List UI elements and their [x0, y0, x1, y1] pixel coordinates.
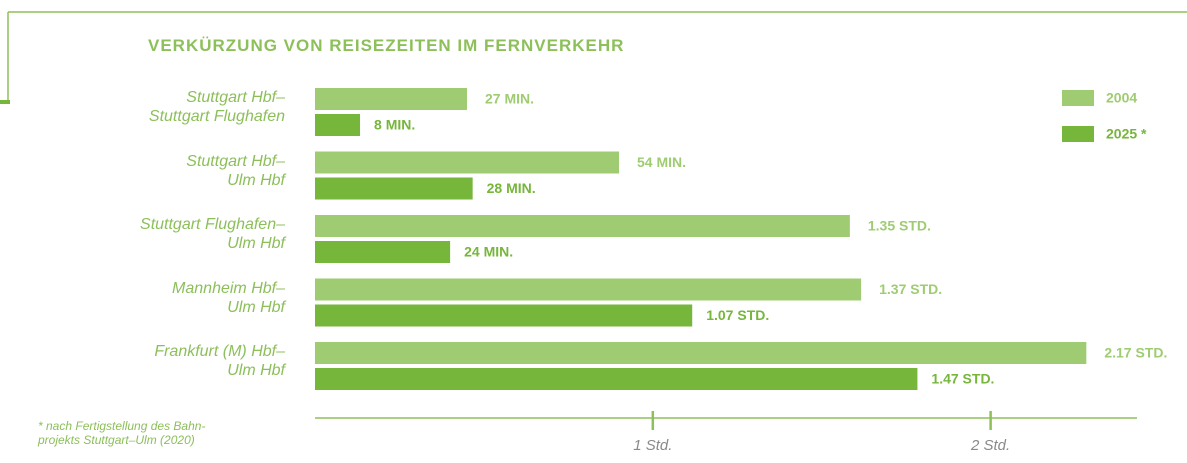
bar: [315, 241, 451, 263]
bar: [315, 114, 361, 136]
category-label: Frankfurt (M) Hbf– Ulm Hbf: [154, 343, 285, 379]
category-label: Stuttgart Flughafen– Ulm Hbf: [140, 216, 285, 252]
value-label: 24 MIN.: [464, 244, 513, 260]
value-label: 28 MIN.: [487, 180, 536, 196]
legend-swatch: [1062, 126, 1094, 142]
bar: [315, 342, 1087, 364]
x-tick-label: 2 Std.: [970, 437, 1010, 454]
x-tick-label: 1 Std.: [633, 437, 672, 454]
legend-label: 2025 *: [1106, 126, 1147, 142]
bar: [315, 304, 693, 327]
value-label: 1.47 STD.: [931, 371, 994, 387]
value-label: 54 MIN.: [637, 154, 686, 170]
chart-title: VERKÜRZUNG VON REISEZEITEN IM FERNVERKEH…: [148, 36, 625, 55]
bar: [315, 368, 918, 390]
bar: [315, 88, 468, 110]
value-label: 1.07 STD.: [706, 307, 769, 323]
bar: [315, 215, 850, 237]
value-label: 1.35 STD.: [868, 218, 931, 234]
bar: [315, 278, 862, 301]
legend-swatch: [1062, 90, 1094, 106]
value-label: 27 MIN.: [485, 91, 534, 107]
bar: [315, 151, 620, 174]
category-label: Stuttgart Hbf– Ulm Hbf: [186, 152, 285, 189]
value-label: 8 MIN.: [374, 117, 415, 133]
bar: [315, 177, 473, 200]
legend-label: 2004: [1106, 90, 1137, 106]
value-label: 2.17 STD.: [1104, 345, 1167, 361]
category-label: Stuttgart Hbf– Stuttgart Flughafen: [148, 89, 285, 125]
category-label: Mannheim Hbf– Ulm Hbf: [172, 279, 285, 316]
value-label: 1.37 STD.: [879, 281, 942, 297]
footnote: * nach Fertigstellung des Bahn- projekts…: [38, 419, 206, 447]
